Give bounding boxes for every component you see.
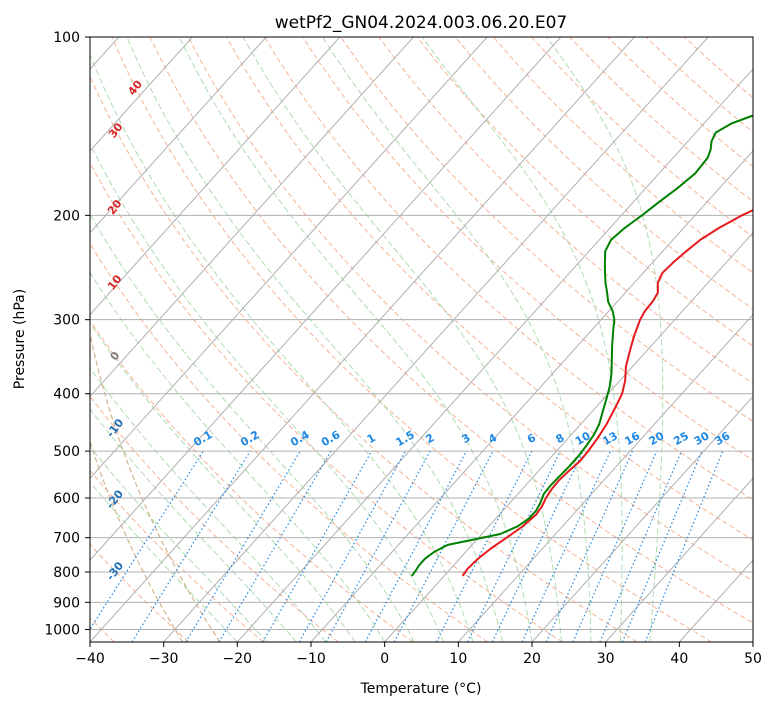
isotherm bbox=[457, 313, 753, 642]
dry-adiabat bbox=[416, 37, 753, 347]
moist-adiabat bbox=[421, 37, 623, 642]
isotherm bbox=[90, 37, 193, 152]
dry-adiabat bbox=[90, 469, 264, 642]
y-tick-label: 600 bbox=[53, 491, 80, 507]
x-axis-label: Temperature (°C) bbox=[360, 681, 482, 697]
y-tick-label: 500 bbox=[53, 444, 80, 460]
dry-adiabat bbox=[187, 37, 753, 582]
isotherm bbox=[90, 37, 635, 642]
moist-adiabat bbox=[90, 481, 238, 642]
moist-adiabat bbox=[90, 408, 297, 642]
y-tick-label: 1000 bbox=[44, 622, 80, 638]
x-tick-label: −20 bbox=[223, 651, 253, 667]
temperature-profile bbox=[461, 209, 753, 577]
y-tick-label: 100 bbox=[53, 30, 80, 46]
plot-area bbox=[90, 37, 753, 642]
x-tick-label: 20 bbox=[523, 651, 541, 667]
mixing-ratio-line bbox=[298, 450, 406, 642]
moist-adiabat bbox=[126, 37, 503, 642]
dry-adiabat bbox=[90, 242, 488, 642]
y-tick-label: 400 bbox=[53, 387, 80, 403]
data-series bbox=[410, 114, 753, 577]
moist-adiabat bbox=[90, 445, 268, 642]
moist-adiabat bbox=[322, 37, 592, 642]
dry-adiabat bbox=[149, 37, 753, 624]
mixing-ratio-line bbox=[572, 450, 658, 642]
moist-adiabat bbox=[90, 52, 474, 642]
background-lines bbox=[90, 37, 753, 642]
x-tick-label: −10 bbox=[296, 651, 326, 667]
x-tick-label: 40 bbox=[670, 651, 688, 667]
mixing-ratio-line bbox=[621, 450, 703, 642]
saturation-curve bbox=[90, 330, 221, 642]
dry-adiabat bbox=[90, 161, 563, 642]
x-tick-label: 50 bbox=[744, 651, 762, 667]
mixing-ratio-line bbox=[185, 450, 301, 642]
y-tick-label: 900 bbox=[53, 595, 80, 611]
mixing-ratio-line bbox=[599, 450, 682, 642]
isotherm bbox=[90, 37, 488, 480]
x-axis-ticks: −40 −30 −20 −10 0 10 20 30 40 50 bbox=[75, 642, 762, 667]
x-tick-label: −40 bbox=[75, 651, 105, 667]
dry-adiabat bbox=[90, 75, 638, 642]
y-tick-label: 700 bbox=[53, 531, 80, 547]
mixing-ratio-line bbox=[545, 450, 634, 642]
isotherm bbox=[310, 150, 753, 642]
isotherm bbox=[531, 395, 753, 642]
x-tick-label: 0 bbox=[380, 651, 389, 667]
isotherm bbox=[90, 37, 267, 234]
y-tick-label: 800 bbox=[53, 565, 80, 581]
x-tick-label: −30 bbox=[149, 651, 179, 667]
mixing-ratio-line bbox=[90, 450, 204, 631]
isotherm bbox=[605, 477, 753, 642]
x-tick-label: 10 bbox=[449, 651, 467, 667]
dry-adiabat bbox=[264, 37, 753, 501]
moist-adiabat bbox=[242, 37, 562, 642]
isotherm bbox=[90, 37, 562, 561]
x-tick-label: 30 bbox=[597, 651, 615, 667]
moist-adiabat bbox=[90, 271, 386, 642]
moist-adiabat bbox=[546, 37, 664, 642]
isotherm bbox=[90, 37, 414, 398]
y-tick-label: 300 bbox=[53, 313, 80, 329]
plot-frame bbox=[89, 36, 754, 643]
moist-adiabat bbox=[90, 367, 327, 642]
mixing-ratio-line bbox=[325, 450, 431, 642]
isotherm bbox=[384, 231, 753, 642]
mixing-ratio-line bbox=[262, 450, 373, 642]
isotherm bbox=[163, 37, 709, 642]
isotherm bbox=[752, 641, 753, 642]
moist-adiabat bbox=[90, 322, 356, 642]
chart-title: wetPf2_GN04.2024.003.06.20.E07 bbox=[275, 13, 567, 33]
dry-adiabat bbox=[454, 37, 753, 310]
moist-adiabat bbox=[178, 37, 533, 642]
mixing-ratio-line bbox=[218, 450, 332, 642]
y-axis-ticks: 1000 900 800 700 600 500 400 300 200 100 bbox=[44, 30, 90, 638]
mixing-ratio-line bbox=[491, 450, 584, 642]
dewpoint-profile bbox=[410, 114, 753, 577]
mixing-ratio-line bbox=[466, 450, 561, 642]
y-tick-label: 200 bbox=[53, 208, 80, 224]
moist-adiabat bbox=[90, 142, 445, 642]
isotherm bbox=[236, 68, 753, 642]
mixing-ratio-line bbox=[131, 450, 251, 642]
isotherm bbox=[90, 37, 341, 316]
dry-adiabat bbox=[340, 37, 753, 423]
y-axis-label: Pressure (hPa) bbox=[12, 289, 28, 389]
mixing-ratio-line bbox=[521, 450, 611, 642]
